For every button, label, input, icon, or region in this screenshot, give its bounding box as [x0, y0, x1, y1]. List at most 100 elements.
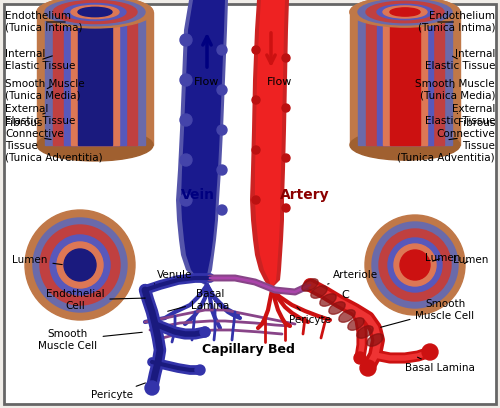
Ellipse shape	[78, 7, 112, 17]
Circle shape	[40, 225, 120, 305]
Text: Internal
Elastic Tissue: Internal Elastic Tissue	[5, 49, 76, 71]
Circle shape	[372, 222, 458, 308]
Polygon shape	[181, 0, 225, 285]
Text: Artery: Artery	[280, 188, 330, 202]
Ellipse shape	[37, 0, 153, 28]
Text: Pericyte: Pericyte	[91, 383, 146, 400]
Circle shape	[217, 85, 227, 95]
Circle shape	[400, 250, 430, 280]
Circle shape	[282, 54, 290, 62]
Text: Pericyte: Pericyte	[289, 307, 331, 325]
Text: Venule: Venule	[154, 270, 192, 284]
Text: Endothelial
Cell: Endothelial Cell	[46, 289, 145, 311]
Circle shape	[180, 114, 192, 126]
Text: External
Elastic Tissue: External Elastic Tissue	[424, 104, 495, 126]
Circle shape	[195, 365, 205, 375]
Circle shape	[422, 344, 438, 360]
Ellipse shape	[37, 129, 153, 161]
Text: External
Elastic Tissue: External Elastic Tissue	[5, 104, 76, 126]
Text: Vein: Vein	[181, 188, 215, 202]
Ellipse shape	[339, 310, 355, 322]
Ellipse shape	[348, 318, 364, 330]
Circle shape	[252, 146, 260, 154]
Bar	[350, 12, 460, 145]
Text: Arteriole: Arteriole	[328, 270, 378, 284]
Ellipse shape	[329, 302, 345, 314]
Circle shape	[64, 249, 96, 281]
Circle shape	[252, 96, 260, 104]
Ellipse shape	[64, 4, 126, 20]
Ellipse shape	[53, 0, 137, 24]
Ellipse shape	[366, 1, 444, 23]
Polygon shape	[255, 0, 285, 290]
Ellipse shape	[367, 334, 383, 346]
Circle shape	[180, 34, 192, 46]
Circle shape	[145, 381, 159, 395]
Circle shape	[217, 45, 227, 55]
Polygon shape	[176, 0, 228, 285]
Ellipse shape	[377, 4, 433, 20]
Text: Smooth
Muscle Cell: Smooth Muscle Cell	[380, 299, 474, 327]
Ellipse shape	[350, 0, 460, 27]
Bar	[366, 12, 444, 145]
Ellipse shape	[320, 294, 336, 306]
Bar	[53, 12, 137, 145]
Ellipse shape	[377, 4, 433, 20]
Text: Flow: Flow	[194, 77, 220, 87]
Ellipse shape	[350, 130, 460, 160]
Circle shape	[365, 215, 465, 315]
Text: Basal
Lamina: Basal Lamina	[168, 289, 229, 311]
Ellipse shape	[366, 1, 444, 23]
Circle shape	[282, 204, 290, 212]
Bar	[383, 12, 427, 145]
Circle shape	[282, 154, 290, 162]
Text: Internal
Elastic Tissue: Internal Elastic Tissue	[424, 49, 495, 71]
Text: Lumen: Lumen	[424, 253, 460, 263]
Bar	[37, 12, 153, 145]
Bar	[358, 12, 452, 145]
Circle shape	[360, 360, 376, 376]
Ellipse shape	[350, 0, 460, 27]
Circle shape	[25, 210, 135, 320]
Text: Fibrous
Connective
Tissue
(Tunica Adventitia): Fibrous Connective Tissue (Tunica Advent…	[5, 118, 102, 162]
Circle shape	[388, 238, 442, 292]
Ellipse shape	[64, 4, 126, 20]
Circle shape	[354, 352, 366, 364]
Ellipse shape	[383, 6, 427, 18]
Text: Smooth
Muscle Cell: Smooth Muscle Cell	[38, 329, 142, 351]
Circle shape	[282, 104, 290, 112]
Circle shape	[180, 74, 192, 86]
Circle shape	[57, 242, 103, 288]
Ellipse shape	[302, 279, 318, 291]
Text: Lumen: Lumen	[12, 255, 62, 265]
Circle shape	[394, 244, 436, 286]
Text: Fibrous
Connective
Tissue
(Tunica Adventitia): Fibrous Connective Tissue (Tunica Advent…	[398, 118, 495, 162]
Ellipse shape	[311, 286, 327, 298]
Ellipse shape	[71, 5, 119, 19]
Bar	[78, 12, 112, 145]
Bar	[64, 12, 126, 145]
Circle shape	[217, 125, 227, 135]
Circle shape	[379, 229, 451, 301]
Ellipse shape	[357, 326, 373, 338]
Bar	[377, 12, 433, 145]
Circle shape	[252, 46, 260, 54]
Text: Flow: Flow	[268, 77, 292, 87]
Circle shape	[33, 218, 127, 312]
Circle shape	[217, 205, 227, 215]
Ellipse shape	[53, 0, 137, 24]
Circle shape	[180, 154, 192, 166]
Ellipse shape	[71, 5, 119, 19]
Ellipse shape	[390, 8, 420, 16]
Text: Capillary Bed: Capillary Bed	[202, 344, 294, 357]
Bar	[45, 12, 145, 145]
Text: Basal Lamina: Basal Lamina	[405, 357, 475, 373]
Ellipse shape	[390, 8, 420, 16]
Bar	[71, 12, 119, 145]
Ellipse shape	[358, 0, 452, 25]
Ellipse shape	[358, 0, 452, 25]
Ellipse shape	[383, 6, 427, 18]
Circle shape	[200, 327, 210, 337]
Ellipse shape	[37, 0, 153, 28]
Circle shape	[252, 196, 260, 204]
